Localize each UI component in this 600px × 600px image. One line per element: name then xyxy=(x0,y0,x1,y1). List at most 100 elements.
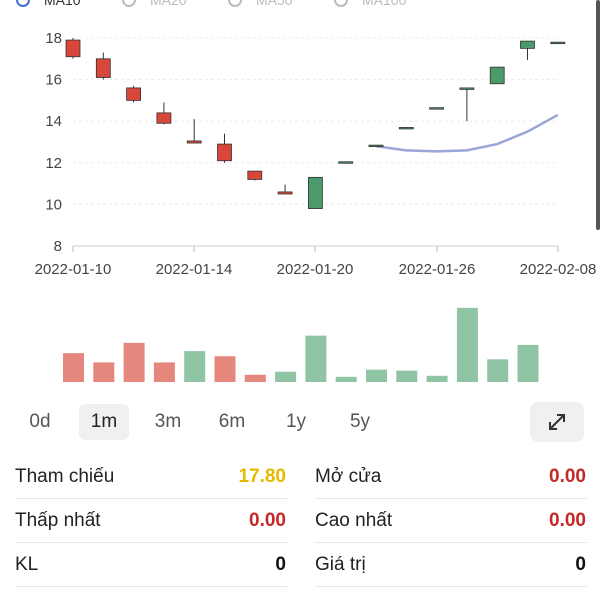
volume-bar xyxy=(184,351,206,382)
divider xyxy=(315,498,587,499)
x-tick-label: 2022-01-14 xyxy=(156,261,233,278)
candle xyxy=(156,102,172,125)
volume-bar xyxy=(123,342,145,382)
candle xyxy=(95,52,111,80)
range-tabs: 0d 1m 3m 6m 1y 5y xyxy=(0,402,600,442)
candle xyxy=(307,176,323,209)
volume-bar xyxy=(63,353,84,382)
scrollbar[interactable] xyxy=(596,0,600,230)
radio-icon[interactable] xyxy=(334,0,348,7)
x-tick-label: 2022-01-10 xyxy=(35,261,112,278)
volume-bar xyxy=(426,375,448,382)
y-tick-label: 8 xyxy=(54,238,62,255)
legend-ma20[interactable]: MA20 xyxy=(122,0,187,10)
ma10-line xyxy=(375,113,559,153)
volume-label: KL xyxy=(15,554,39,575)
candle-body xyxy=(459,87,475,90)
candle xyxy=(338,161,354,164)
divider xyxy=(15,498,287,499)
value-label: Giá trị xyxy=(315,554,366,575)
divider xyxy=(15,586,287,587)
y-tick-label: 10 xyxy=(45,196,62,213)
candle xyxy=(398,127,414,130)
stats-row-1: Tham chiếu 17.80 Mở cửa 0.00 xyxy=(0,455,600,499)
candle-body xyxy=(398,127,414,130)
volume-bar xyxy=(456,307,478,382)
legend-ma50[interactable]: MA50 xyxy=(228,0,293,10)
volume-bar xyxy=(305,335,327,382)
y-tick-label: 18 xyxy=(45,30,62,47)
value-value: 0 xyxy=(575,554,586,575)
volume-bar xyxy=(214,356,236,382)
volume-value: 0 xyxy=(275,554,286,575)
radio-icon[interactable] xyxy=(228,0,242,7)
open-label: Mở cửa xyxy=(315,466,382,487)
volume-bar xyxy=(244,374,266,382)
candle-body xyxy=(520,40,535,49)
tab-1y[interactable]: 1y xyxy=(285,411,307,432)
tab-3m[interactable]: 3m xyxy=(154,411,182,432)
candle-body xyxy=(338,161,354,164)
stats-row-2: Thấp nhất 0.00 Cao nhất 0.00 xyxy=(0,499,600,543)
candle xyxy=(429,107,445,110)
volume-bar xyxy=(335,376,357,382)
tab-5y[interactable]: 5y xyxy=(349,411,371,432)
candle-body xyxy=(65,39,81,58)
expand-button[interactable] xyxy=(530,402,584,442)
candle-body xyxy=(550,41,566,45)
candle xyxy=(368,144,384,148)
candle xyxy=(217,133,232,163)
reference-label: Tham chiếu xyxy=(15,466,115,487)
legend-ma10[interactable]: MA10 xyxy=(16,0,81,10)
y-tick-label: 14 xyxy=(45,113,62,130)
candle xyxy=(520,40,535,60)
candle xyxy=(277,184,293,195)
candle xyxy=(65,38,81,59)
candle xyxy=(126,85,141,103)
x-tick-label: 2022-01-26 xyxy=(399,261,476,278)
legend-label: MA100 xyxy=(362,0,407,8)
x-tick-label: 2022-01-20 xyxy=(277,261,354,278)
tab-1m[interactable]: 1m xyxy=(79,404,129,440)
candle-body xyxy=(247,170,263,180)
volume-chart xyxy=(63,307,539,382)
low-value: 0.00 xyxy=(249,510,286,531)
candle-body xyxy=(368,144,384,148)
candle xyxy=(247,170,263,181)
volume-bar xyxy=(275,371,297,382)
candle-body xyxy=(156,112,172,124)
divider xyxy=(315,542,587,543)
low-label: Thấp nhất xyxy=(15,510,101,531)
radio-icon[interactable] xyxy=(122,0,136,7)
volume-bar xyxy=(487,359,509,382)
candlestick-chart: 8 10 12 14 16 18 2022-01-10 2022-01-14 2022-01-2… xyxy=(35,30,597,278)
candle xyxy=(186,119,202,144)
legend-ma100[interactable]: MA100 xyxy=(334,0,406,10)
candle-body xyxy=(126,87,141,101)
ma-legend: MA10 MA20 MA50 MA100 xyxy=(0,0,600,10)
expand-arrows-icon xyxy=(549,414,565,430)
candle-body xyxy=(217,143,232,162)
legend-label: MA10 xyxy=(44,0,81,8)
tab-6m[interactable]: 6m xyxy=(218,411,246,432)
open-value: 0.00 xyxy=(549,466,586,487)
stats-row-3: KL 0 Giá trị 0 xyxy=(0,543,600,587)
volume-bar xyxy=(517,344,539,382)
candle xyxy=(489,66,505,85)
volume-bar xyxy=(93,362,115,382)
candle xyxy=(550,41,566,45)
reference-value: 17.80 xyxy=(238,466,286,487)
high-label: Cao nhất xyxy=(315,510,393,531)
candle-body xyxy=(277,191,293,195)
y-tick-label: 12 xyxy=(45,155,62,172)
volume-bar xyxy=(366,369,387,382)
tab-0d[interactable]: 0d xyxy=(29,411,51,432)
candle xyxy=(459,87,475,122)
candle-body xyxy=(429,107,445,110)
candle-body xyxy=(489,66,505,85)
legend-label: MA50 xyxy=(256,0,293,8)
volume-bar xyxy=(153,362,175,382)
divider xyxy=(15,542,287,543)
volume-bar xyxy=(396,370,418,382)
radio-icon[interactable] xyxy=(16,0,30,7)
